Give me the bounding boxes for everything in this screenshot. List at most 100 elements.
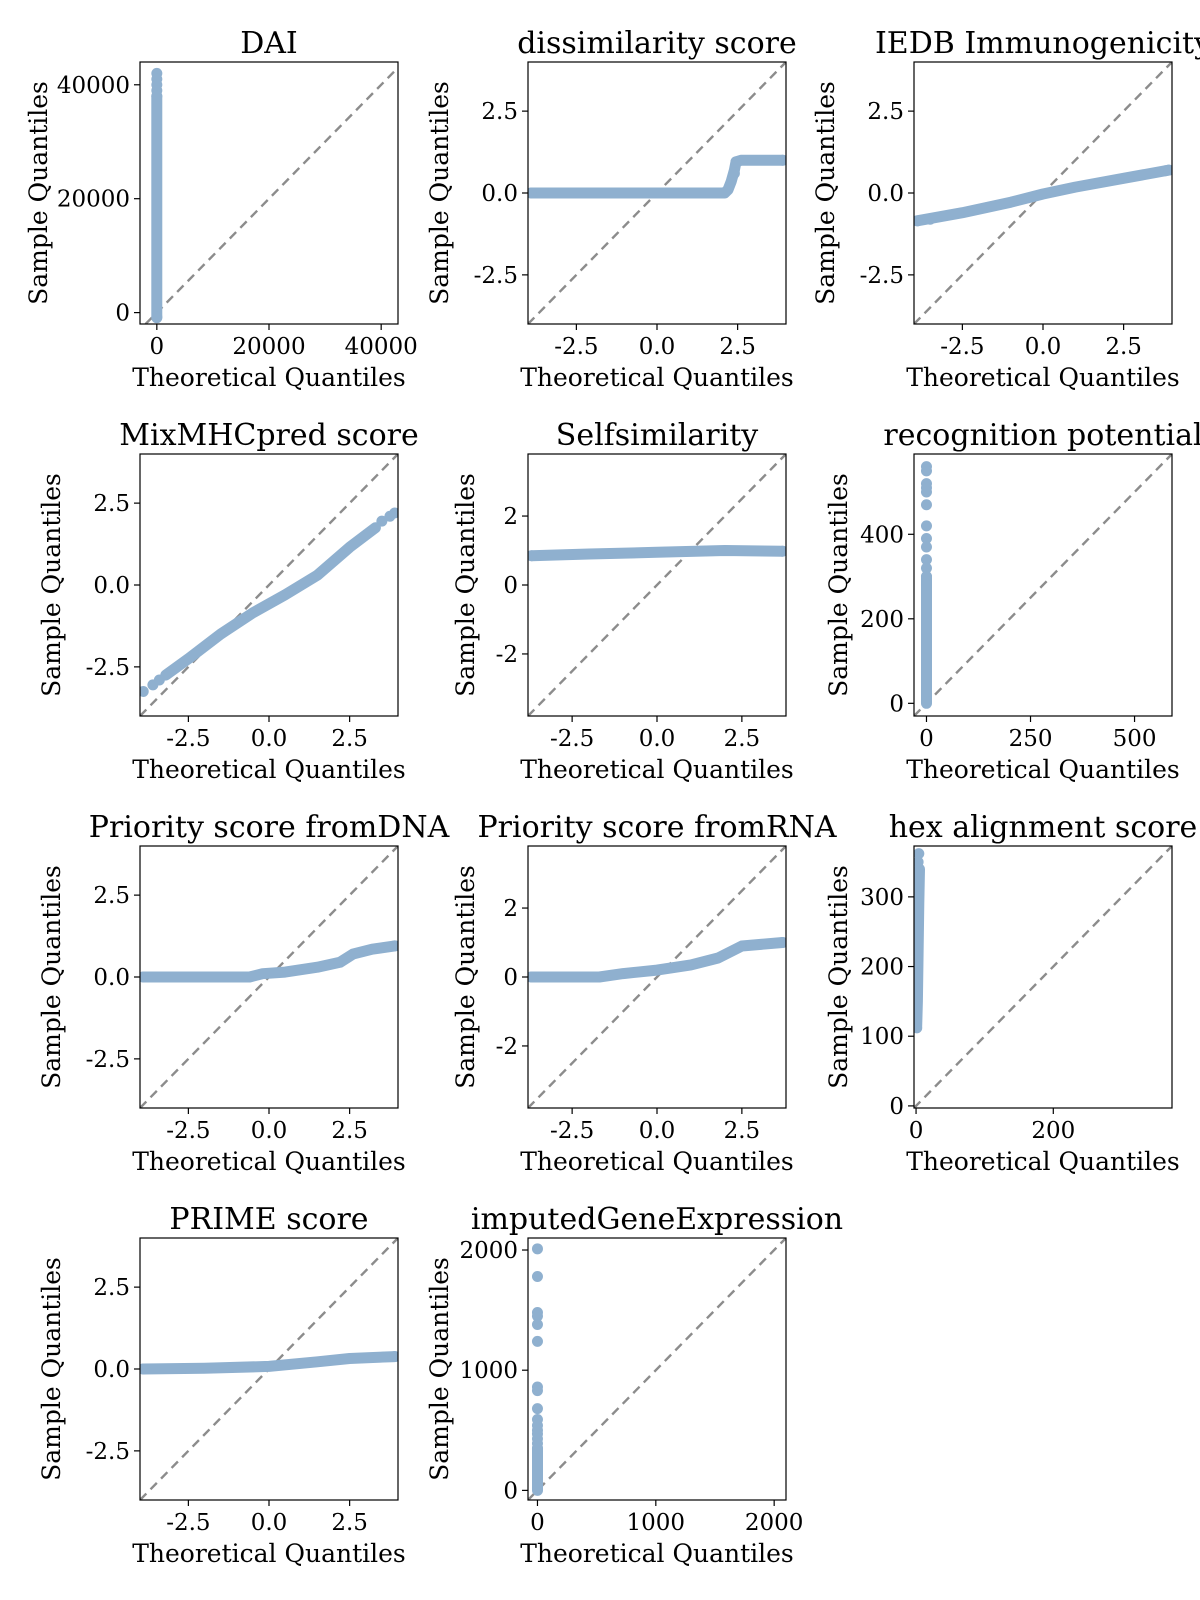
reference-line (914, 454, 1172, 716)
data-point (920, 571, 932, 583)
data-point (730, 156, 742, 168)
y-tick-label: -2.5 (86, 655, 130, 681)
y-tick-label: 2.5 (481, 99, 518, 125)
x-tick-label: -2.5 (940, 334, 984, 360)
plot-area (144, 66, 398, 324)
data-point (1163, 164, 1172, 176)
y-tick-label: -2.5 (86, 1047, 130, 1073)
plot-area (528, 62, 786, 324)
subplot-hex-alignment-score: 0 200 0 100 200 300 hex alignment score Theoret… (824, 810, 1197, 1176)
x-tick-label: -2.5 (550, 1118, 594, 1144)
x-tick-label: 0 (919, 726, 934, 752)
x-tick-label: 2.5 (1105, 334, 1142, 360)
x-axis-label: Theoretical Quantiles (520, 1539, 794, 1568)
data-point (920, 554, 932, 566)
data-point (528, 187, 537, 199)
plot-area (914, 62, 1172, 324)
subplot-prime-score: -2.5 0.0 2.5 -2.5 0.0 2.5 PRIME score Theoretic… (37, 1202, 406, 1568)
y-tick-label: 2.5 (93, 491, 130, 517)
data-point (914, 1022, 923, 1034)
reference-line (528, 846, 786, 1108)
y-tick-label: 0.0 (481, 181, 518, 207)
data-point (531, 1270, 543, 1282)
y-tick-label: 2 (503, 504, 518, 530)
x-tick-label: 0.0 (251, 1118, 288, 1144)
y-axis-label: Sample Quantiles (824, 865, 853, 1089)
plot-area (914, 454, 1172, 716)
x-tick-label: 200 (1031, 1118, 1075, 1144)
data-point (777, 154, 786, 166)
data-point (376, 515, 388, 527)
quantile-curve (914, 863, 925, 1032)
data-point (153, 674, 165, 686)
subplot-dai: 0 20000 40000 0 20000 40000 DAI Theoretical Qua… (24, 26, 418, 392)
y-tick-label: 0 (503, 965, 518, 991)
data-point (389, 507, 398, 519)
x-axis-label: Theoretical Quantiles (906, 363, 1180, 392)
x-tick-label: -2.5 (166, 1510, 210, 1536)
quantile-curve (528, 937, 786, 983)
quantile-curve (528, 545, 786, 562)
x-tick-label: 0.0 (251, 1510, 288, 1536)
y-tick-label: 100 (860, 1024, 904, 1050)
data-point (777, 937, 786, 949)
subplot-mixmhcpred-score: -2.5 0.0 2.5 -2.5 0.0 2.5 MixMHCpred score Theo… (37, 418, 419, 784)
quantile-curve (140, 940, 398, 983)
data-point (920, 520, 932, 532)
y-tick-label: 2 (503, 896, 518, 922)
subplot-priority-score-fromrna: -2.5 0.0 2.5 -2 0 2 Priority score fromRNA Theo… (451, 810, 837, 1176)
x-tick-label: 0.0 (251, 726, 288, 752)
data-point (920, 499, 932, 511)
data-point (920, 579, 932, 591)
y-tick-label: -2.5 (474, 263, 518, 289)
y-axis-label: Sample Quantiles (37, 1257, 66, 1481)
data-point (531, 1385, 543, 1397)
y-tick-label: 2.5 (867, 99, 904, 125)
x-axis-label: Theoretical Quantiles (520, 755, 794, 784)
x-tick-label: 0.0 (639, 334, 676, 360)
subplot-title: dissimilarity score (517, 26, 797, 61)
y-tick-label: 2000 (459, 1238, 518, 1264)
reference-line (528, 1238, 786, 1500)
data-point (920, 562, 932, 574)
data-point (920, 533, 932, 545)
subplot-title: PRIME score (169, 1202, 368, 1237)
axes-frame (913, 453, 1173, 717)
y-axis-label: Sample Quantiles (824, 473, 853, 697)
x-axis-label: Theoretical Quantiles (520, 363, 794, 392)
y-axis-label: Sample Quantiles (451, 473, 480, 697)
quantile-curve (160, 522, 381, 681)
data-point (531, 1310, 543, 1322)
data-point (531, 1403, 543, 1415)
quantile-curve (140, 1351, 398, 1375)
y-tick-label: 20000 (57, 187, 130, 213)
data-point (920, 541, 932, 553)
axes-frame (913, 845, 1173, 1109)
data-point (920, 486, 932, 498)
subplot-title: MixMHCpred score (119, 418, 418, 453)
y-tick-label: 200 (860, 607, 904, 633)
subplot-iedb-immunogenicity: -2.5 0.0 2.5 -2.5 0.0 2.5 IEDB Immunogenicity T… (811, 26, 1200, 392)
data-point (528, 550, 537, 562)
x-tick-label: 0.0 (639, 1118, 676, 1144)
data-point (920, 465, 932, 477)
plot-area (528, 846, 786, 1108)
data-point (920, 695, 932, 707)
y-tick-label: 0 (889, 1094, 904, 1120)
y-tick-label: 0.0 (867, 181, 904, 207)
x-tick-label: 250 (1009, 726, 1053, 752)
x-axis-label: Theoretical Quantiles (132, 755, 406, 784)
reference-line (914, 846, 1172, 1108)
y-tick-label: 2.5 (93, 1275, 130, 1301)
reference-line (528, 454, 786, 716)
quantile-curve (914, 164, 1172, 227)
data-point (914, 848, 925, 860)
subplot-title: imputedGeneExpression (471, 1202, 843, 1237)
subplot-dissimilarity-score: -2.5 0.0 2.5 -2.5 0.0 2.5 dissimilarity score T… (425, 26, 797, 392)
x-tick-label: 0 (150, 334, 165, 360)
y-tick-label: 0 (889, 691, 904, 717)
data-point (531, 1482, 543, 1494)
x-tick-label: 2.5 (331, 1510, 368, 1536)
subplot-priority-score-fromdna: -2.5 0.0 2.5 -2.5 0.0 2.5 Priority score fromD… (37, 810, 450, 1176)
